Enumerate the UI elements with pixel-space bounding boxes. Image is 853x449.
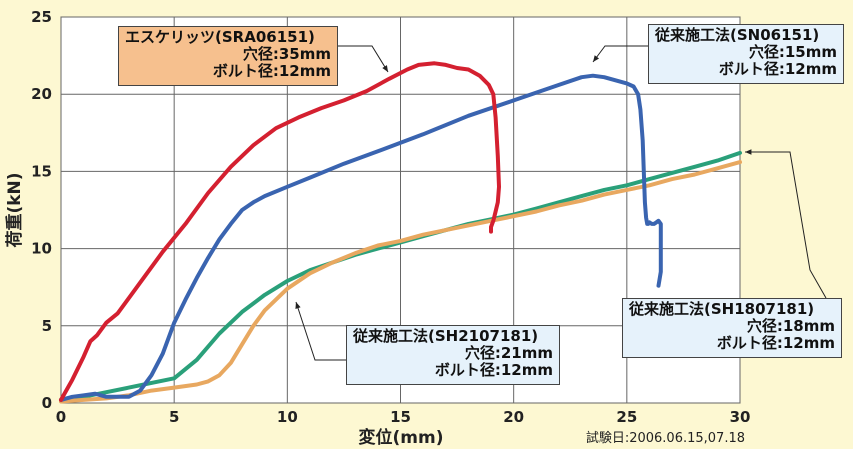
leader-sh1807181-arrowhead xyxy=(745,149,751,154)
legend-bolt-sra06151: ボルト径:12mm xyxy=(125,63,331,80)
legend-hole-sra06151: 穴径:35mm xyxy=(125,46,331,63)
x-tick-label: 0 xyxy=(56,408,66,426)
y-axis-label: 荷重(kN) xyxy=(4,172,25,247)
x-axis-label: 変位(mm) xyxy=(359,427,444,448)
legend-hole-sh1807181: 穴径:18mm xyxy=(629,318,835,335)
legend-box-sn06151: 従来施工法(SN06151) 穴径:15mm ボルト径:12mm xyxy=(648,24,844,84)
legend-bolt-sn06151: ボルト径:12mm xyxy=(655,61,837,78)
legend-name-sn06151: 従来施工法(SN06151) xyxy=(655,27,837,44)
y-tick-label: 20 xyxy=(31,85,52,103)
legend-bolt-sh1807181: ボルト径:12mm xyxy=(629,335,835,352)
legend-name-sh2107181: 従来施工法(SH2107181) xyxy=(353,328,553,345)
legend-hole-sn06151: 穴径:15mm xyxy=(655,44,837,61)
test-date-note: 試験日:2006.06.15,07.18 xyxy=(586,430,745,446)
legend-hole-sh2107181: 穴径:21mm xyxy=(353,345,553,362)
leader-sh1807181 xyxy=(745,152,826,298)
legend-box-sh1807181: 従来施工法(SH1807181) 穴径:18mm ボルト径:12mm xyxy=(622,298,842,358)
legend-box-sh2107181: 従来施工法(SH2107181) 穴径:21mm ボルト径:12mm xyxy=(346,325,560,385)
y-tick-label: 5 xyxy=(42,317,52,335)
x-tick-label: 30 xyxy=(730,408,751,426)
x-tick-label: 10 xyxy=(277,408,298,426)
x-tick-label: 20 xyxy=(503,408,524,426)
x-tick-label: 25 xyxy=(616,408,637,426)
x-tick-label: 5 xyxy=(169,408,179,426)
legend-name-sh1807181: 従来施工法(SH1807181) xyxy=(629,301,835,318)
y-tick-label: 10 xyxy=(31,240,52,258)
y-tick-label: 0 xyxy=(42,394,52,412)
x-tick-label: 15 xyxy=(390,408,411,426)
legend-bolt-sh2107181: ボルト径:12mm xyxy=(353,362,553,379)
legend-box-sra06151: エスケリッツ(SRA06151) 穴径:35mm ボルト径:12mm xyxy=(118,26,338,86)
y-tick-label: 15 xyxy=(31,162,52,180)
legend-name-sra06151: エスケリッツ(SRA06151) xyxy=(125,29,331,46)
y-tick-label: 25 xyxy=(31,8,52,26)
